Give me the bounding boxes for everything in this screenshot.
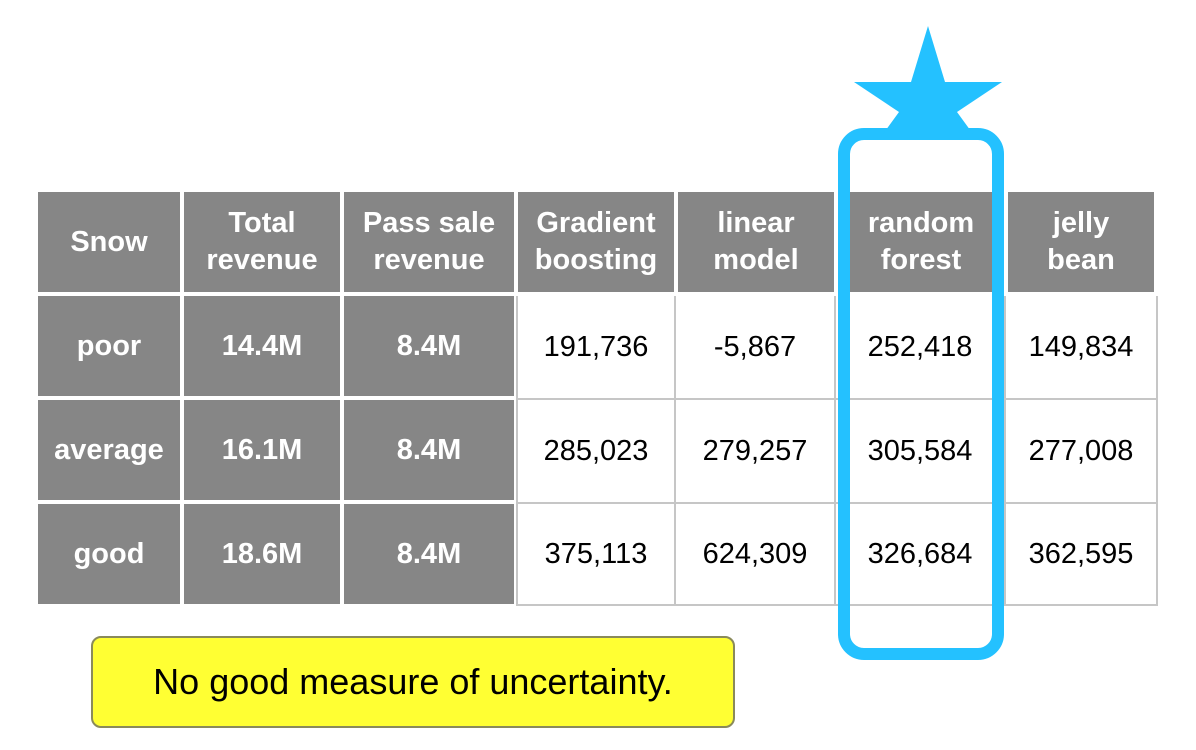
pass-revenue-average: 8.4M (344, 400, 514, 500)
header-linear-model: linear model (678, 192, 834, 292)
total-revenue-good: 18.6M (184, 504, 340, 604)
value-gradient-boosting-good: 375,113 (516, 504, 676, 606)
star-icon (854, 26, 1002, 134)
total-revenue-poor: 14.4M (184, 296, 340, 396)
value-gradient-boosting-poor: 191,736 (516, 296, 676, 400)
header-gradient-boosting: Gradient boosting (518, 192, 674, 292)
value-jelly-bean-poor: 149,834 (1006, 296, 1158, 400)
pass-revenue-good: 8.4M (344, 504, 514, 604)
value-linear-model-average: 279,257 (676, 400, 836, 504)
header-jelly-bean: jelly bean (1008, 192, 1154, 292)
value-random-forest-poor: 252,418 (836, 296, 1006, 400)
pass-revenue-poor: 8.4M (344, 296, 514, 396)
header-snow: Snow (38, 192, 180, 292)
header-pass-sale-revenue: Pass sale revenue (344, 192, 514, 292)
row-label-average: average (38, 400, 180, 500)
value-linear-model-good: 624,309 (676, 504, 836, 606)
header-total-revenue: Total revenue (184, 192, 340, 292)
value-random-forest-average: 305,584 (836, 400, 1006, 504)
header-random-forest: random forest (838, 192, 1004, 292)
value-jelly-bean-average: 277,008 (1006, 400, 1158, 504)
uncertainty-note: No good measure of uncertainty. (91, 636, 735, 728)
value-jelly-bean-good: 362,595 (1006, 504, 1158, 606)
row-label-poor: poor (38, 296, 180, 396)
value-random-forest-good: 326,684 (836, 504, 1006, 606)
uncertainty-note-text: No good measure of uncertainty. (153, 661, 673, 702)
row-label-good: good (38, 504, 180, 604)
value-gradient-boosting-average: 285,023 (516, 400, 676, 504)
total-revenue-average: 16.1M (184, 400, 340, 500)
value-linear-model-poor: -5,867 (676, 296, 836, 400)
random-forest-highlight-box (838, 128, 1004, 660)
